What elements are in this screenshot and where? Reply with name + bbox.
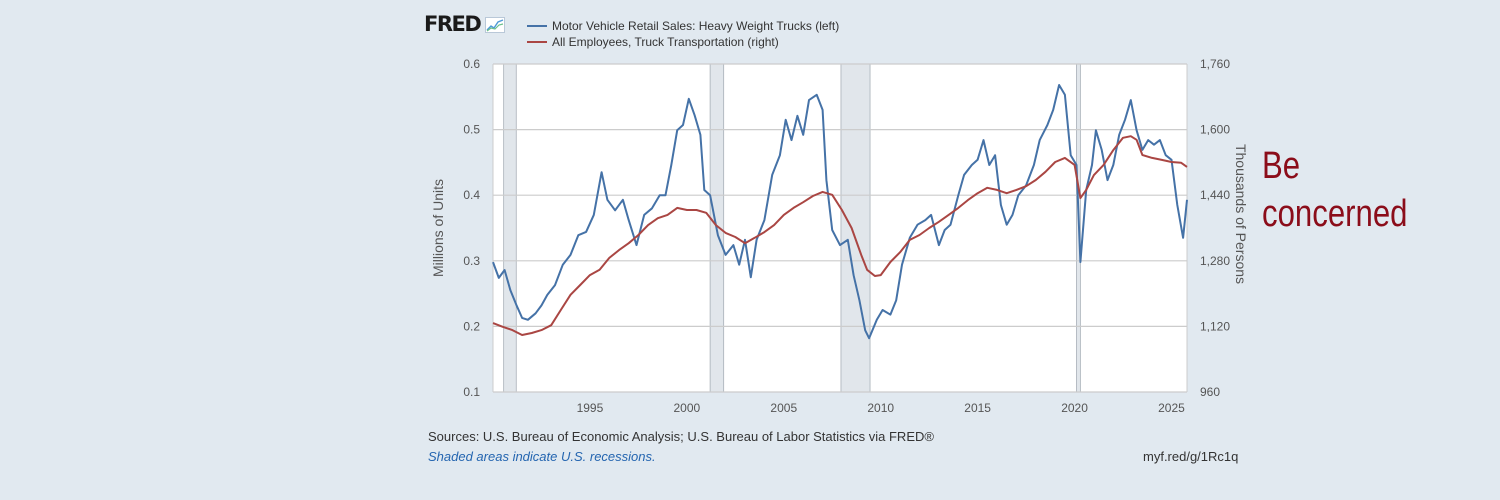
chart-line-icon xyxy=(485,16,506,33)
x-tick-label: 2000 xyxy=(674,401,701,415)
y-tick-label-right: 1,600 xyxy=(1200,123,1230,137)
short-link[interactable]: myf.red/g/1Rc1q xyxy=(1143,449,1239,464)
x-tick-label: 2025 xyxy=(1158,401,1185,415)
legend-item-trucks: Motor Vehicle Retail Sales: Heavy Weight… xyxy=(527,18,839,34)
x-tick-label: 2020 xyxy=(1061,401,1088,415)
recession-note: Shaded areas indicate U.S. recessions. xyxy=(428,449,656,464)
y-tick-label-left: 0.3 xyxy=(463,254,480,268)
series-lines xyxy=(492,84,1188,340)
annotation: Be concerned xyxy=(1262,142,1408,238)
gridlines xyxy=(492,63,1188,393)
x-tick-label: 1995 xyxy=(577,401,604,415)
x-tick-label: 2015 xyxy=(964,401,991,415)
plot-background xyxy=(493,64,1187,392)
y-tick-label-left: 0.4 xyxy=(463,188,480,202)
y-tick-label-left: 0.2 xyxy=(463,319,480,333)
y-tick-label-right: 1,120 xyxy=(1200,319,1230,333)
y-tick-label-right: 1,280 xyxy=(1200,254,1230,268)
legend-swatch-blue xyxy=(527,25,547,27)
recession-band xyxy=(840,63,871,393)
y-axis-title-right: Thousands of Persons xyxy=(1233,144,1249,284)
series-line-1 xyxy=(492,135,1188,336)
annotation-line-2: concerned xyxy=(1262,193,1408,235)
fred-logo: FRED xyxy=(424,12,506,36)
y-tick-label-right: 1,440 xyxy=(1200,188,1230,202)
annotation-line-1: Be xyxy=(1262,145,1301,187)
tick-labels: 0.1 0.2 0.3 0.4 0.5 0.6 960 1,120 1,280 1,440 1,60… xyxy=(463,57,1230,415)
y-tick-label-left: 0.1 xyxy=(463,385,480,399)
legend-item-employees: All Employees, Truck Transportation (rig… xyxy=(527,34,839,50)
y-axis-title-left: Millions of Units xyxy=(430,179,446,277)
legend-swatch-red xyxy=(527,41,547,43)
recession-band xyxy=(503,63,517,393)
series-line-0 xyxy=(492,84,1188,340)
y-tick-label-left: 0.5 xyxy=(463,123,480,137)
x-tick-label: 2005 xyxy=(770,401,797,415)
legend: Motor Vehicle Retail Sales: Heavy Weight… xyxy=(527,18,839,50)
y-tick-label-left: 0.6 xyxy=(463,57,480,71)
x-tick-label: 2010 xyxy=(867,401,894,415)
legend-label: All Employees, Truck Transportation (rig… xyxy=(552,35,779,49)
source-text: Sources: U.S. Bureau of Economic Analysi… xyxy=(428,429,934,444)
legend-label: Motor Vehicle Retail Sales: Heavy Weight… xyxy=(552,19,840,33)
y-tick-label-right: 960 xyxy=(1200,385,1220,399)
logo-text: FRED xyxy=(424,12,482,36)
y-tick-label-right: 1,760 xyxy=(1200,57,1230,71)
